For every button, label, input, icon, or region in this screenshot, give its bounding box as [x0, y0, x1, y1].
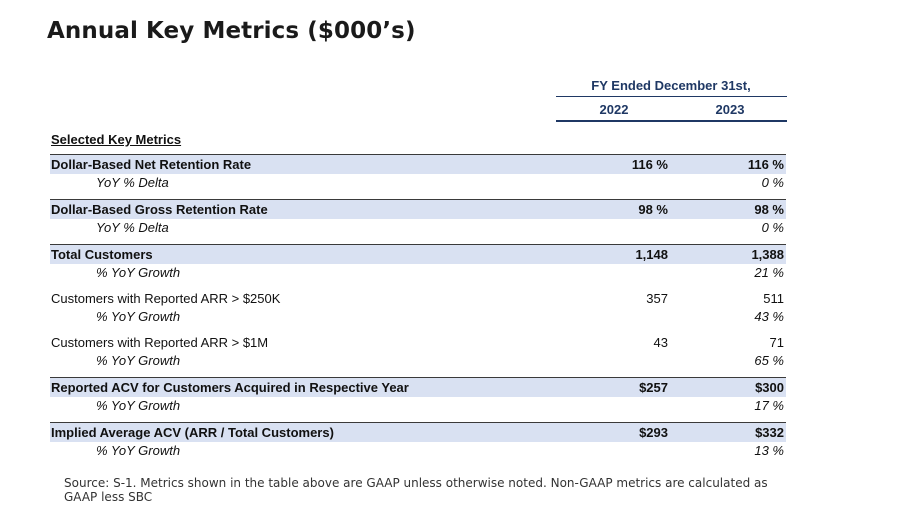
value-2023: 1,388 [751, 247, 784, 262]
row-label: % YoY Growth [96, 353, 181, 368]
source-note: Source: S-1. Metrics shown in the table … [64, 476, 768, 504]
value-2023: 43 % [754, 309, 784, 324]
metrics-table: Dollar-Based Net Retention Rate 116 % 11… [50, 154, 786, 461]
table-row: Reported ACV for Customers Acquired in R… [50, 377, 786, 397]
row-label: Implied Average ACV (ARR / Total Custome… [51, 425, 334, 440]
row-label: % YoY Growth [96, 265, 181, 280]
page-title: Annual Key Metrics ($000’s) [47, 18, 416, 44]
year-2023-header: 2023 [715, 102, 745, 117]
fiscal-period-header: FY Ended December 31st, [591, 78, 751, 93]
section-title: Selected Key Metrics [51, 132, 182, 147]
value-2023: 21 % [754, 265, 784, 280]
header-bottom-rule [556, 120, 787, 122]
table-row: YoY % Delta 0 % [50, 219, 786, 238]
table-row: % YoY Growth 43 % [50, 308, 786, 327]
table-row: YoY % Delta 0 % [50, 174, 786, 193]
value-2022: 98 % [638, 202, 668, 217]
row-label: Customers with Reported ARR > $1M [51, 335, 269, 350]
value-2023: 116 % [747, 157, 784, 172]
value-2023: 71 [769, 335, 784, 350]
row-label: YoY % Delta [96, 175, 169, 190]
value-2023: $332 [755, 425, 784, 440]
row-label: Customers with Reported ARR > $250K [51, 291, 281, 306]
value-2023: 13 % [754, 443, 784, 458]
table-row: Implied Average ACV (ARR / Total Custome… [50, 422, 786, 442]
value-2023: 0 % [761, 175, 784, 190]
row-label: % YoY Growth [96, 443, 181, 458]
row-label: YoY % Delta [96, 220, 169, 235]
table-row: % YoY Growth 13 % [50, 442, 786, 461]
value-2022: 116 % [631, 157, 668, 172]
value-2023: $300 [755, 380, 784, 395]
table-row: Dollar-Based Net Retention Rate 116 % 11… [50, 154, 786, 174]
row-label: % YoY Growth [96, 309, 181, 324]
row-label: Dollar-Based Net Retention Rate [51, 157, 252, 172]
table-row: % YoY Growth 21 % [50, 264, 786, 283]
value-2023: 65 % [754, 353, 784, 368]
value-2022: $293 [639, 425, 668, 440]
value-2022: 357 [646, 291, 668, 306]
table-row: Total Customers 1,148 1,388 [50, 244, 786, 264]
header-divider [556, 96, 787, 97]
table-row: % YoY Growth 17 % [50, 397, 786, 416]
table-row: % YoY Growth 65 % [50, 352, 786, 371]
row-label: % YoY Growth [96, 398, 181, 413]
row-label: Reported ACV for Customers Acquired in R… [51, 380, 409, 395]
table-row: Customers with Reported ARR > $250K 357 … [50, 289, 786, 308]
year-2022-header: 2022 [599, 102, 629, 117]
row-label: Total Customers [51, 247, 153, 262]
table-row: Dollar-Based Gross Retention Rate 98 % 9… [50, 199, 786, 219]
table-row: Customers with Reported ARR > $1M 43 71 [50, 333, 786, 352]
value-2023: 98 % [754, 202, 784, 217]
value-2023: 17 % [754, 398, 784, 413]
value-2022: $257 [639, 380, 668, 395]
value-2022: 1,148 [635, 247, 668, 262]
value-2023: 511 [763, 291, 784, 306]
row-label: Dollar-Based Gross Retention Rate [51, 202, 268, 217]
value-2023: 0 % [761, 220, 784, 235]
value-2022: 43 [653, 335, 668, 350]
